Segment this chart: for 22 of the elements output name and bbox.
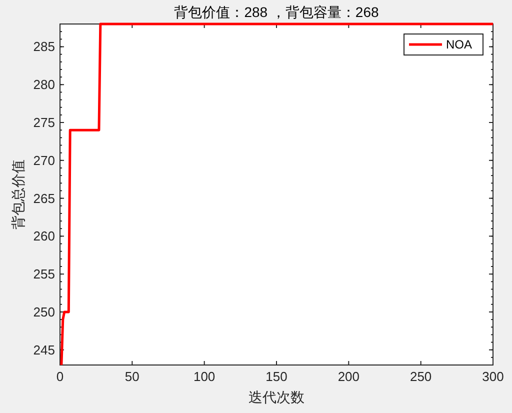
x-tick-label: 300 (482, 369, 504, 384)
x-tick-label: 150 (266, 369, 288, 384)
x-tick-label: 0 (56, 369, 64, 384)
y-tick-label: 265 (33, 190, 55, 206)
x-tick-label: 250 (410, 369, 432, 384)
chart-title: 背包价值：288 ，背包容量：268 (174, 4, 380, 20)
legend-label: NOA (446, 38, 472, 52)
x-axis-title: 迭代次数 (248, 389, 304, 405)
x-tick-label: 100 (193, 369, 216, 384)
y-tick-label: 280 (33, 77, 55, 92)
y-tick-label: 270 (33, 152, 55, 168)
x-tick-label: 200 (338, 369, 360, 384)
legend: NOA (404, 34, 484, 56)
y-tick-label: 245 (33, 342, 55, 358)
y-tick-label: 260 (33, 228, 55, 244)
line-series (60, 22, 494, 366)
y-axis-title: 背包总价值 (10, 160, 26, 230)
y-tick-label: 275 (33, 115, 55, 130)
y-tick-label: 250 (33, 304, 55, 320)
y-tick-label: 285 (33, 39, 55, 54)
y-tick-label: 255 (33, 266, 55, 282)
x-tick-label: 50 (124, 369, 140, 384)
